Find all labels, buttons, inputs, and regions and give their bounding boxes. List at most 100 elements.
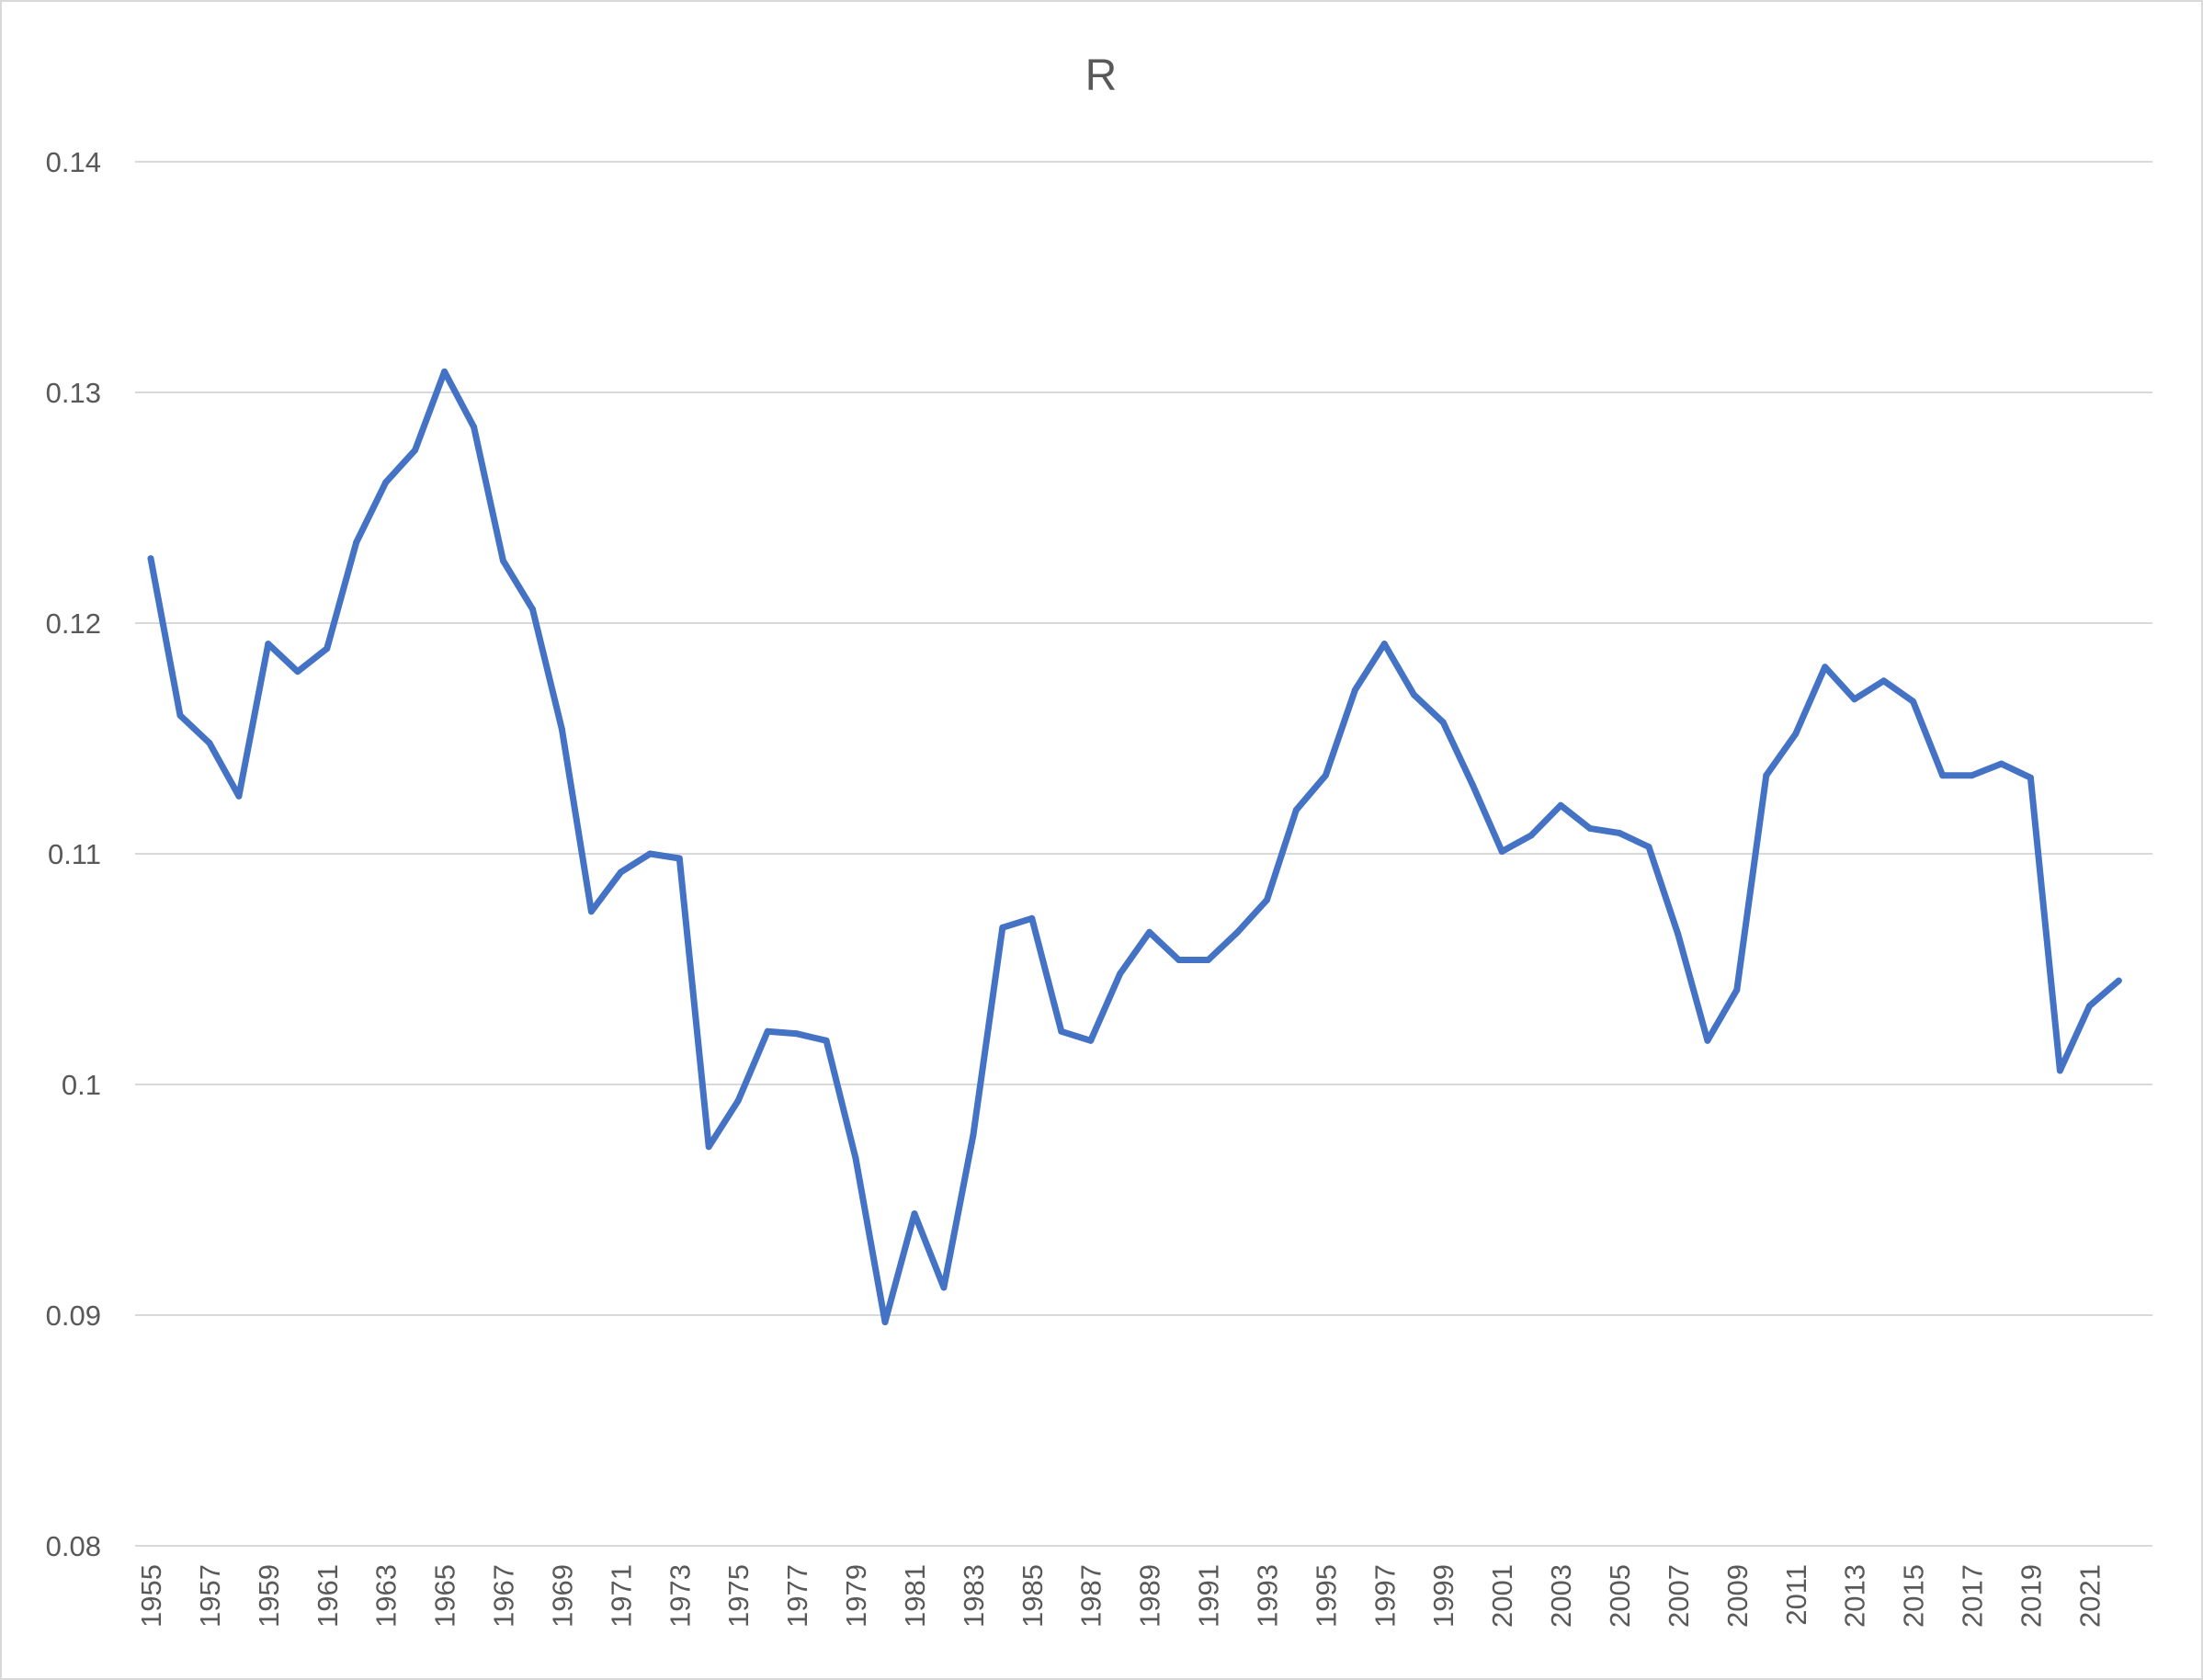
- series-line: [147, 368, 2122, 1325]
- x-tick-label: 1983: [958, 1564, 990, 1628]
- data-point: [823, 1037, 830, 1044]
- x-tick-label: 1963: [370, 1564, 403, 1628]
- x-tick-label: 1959: [253, 1564, 285, 1628]
- x-axis-tick-labels: 1955 1957 1959 1961 1963 1965 1967 1969 1971 1973…: [135, 1564, 2106, 1628]
- data-point: [1292, 806, 1300, 813]
- data-point: [1616, 829, 1623, 836]
- data-point: [646, 850, 653, 857]
- data-point: [1939, 772, 1947, 779]
- data-point: [1439, 719, 1447, 726]
- data-point: [1969, 772, 1975, 779]
- x-tick-label: 1985: [1016, 1564, 1049, 1628]
- x-tick-label: 1981: [899, 1564, 931, 1628]
- data-point: [529, 606, 536, 613]
- x-tick-label: 2007: [1663, 1564, 1695, 1628]
- data-point: [324, 645, 331, 653]
- data-point: [1117, 971, 1124, 977]
- x-tick-label: 2021: [2073, 1564, 2106, 1628]
- data-point: [1645, 844, 1652, 850]
- x-tick-label: 2013: [1839, 1564, 1871, 1628]
- y-tick-label: 0.09: [46, 1300, 101, 1332]
- data-point: [1675, 931, 1682, 938]
- data-point: [1380, 641, 1388, 648]
- data-point: [705, 1143, 712, 1151]
- data-point: [558, 726, 565, 732]
- x-tick-label: 1989: [1134, 1564, 1166, 1628]
- data-point: [235, 792, 243, 800]
- data-point: [1234, 928, 1241, 936]
- x-tick-label: 1955: [135, 1564, 167, 1628]
- data-point: [353, 539, 360, 546]
- data-point: [617, 868, 624, 876]
- data-point: [294, 668, 301, 675]
- x-tick-label: 2015: [1898, 1564, 1930, 1628]
- data-point: [1351, 687, 1358, 694]
- data-point: [1733, 986, 1741, 993]
- data-point: [1205, 957, 1212, 963]
- series-layer: [147, 368, 2122, 1325]
- x-tick-label: 1987: [1075, 1564, 1107, 1628]
- data-point: [587, 908, 595, 915]
- x-tick-label: 2019: [2015, 1564, 2047, 1628]
- data-point: [471, 424, 478, 431]
- x-tick-label: 1999: [1427, 1564, 1459, 1628]
- chart-title: R: [1085, 51, 1118, 100]
- data-point: [999, 924, 1006, 931]
- data-point: [676, 855, 683, 862]
- x-tick-label: 1967: [488, 1564, 520, 1628]
- data-point: [852, 1154, 859, 1162]
- data-point: [734, 1097, 742, 1105]
- x-tick-label: 1975: [722, 1564, 755, 1628]
- y-tick-label: 0.14: [46, 146, 101, 178]
- data-point: [911, 1210, 918, 1218]
- data-point: [1322, 772, 1329, 779]
- data-point: [1792, 731, 1800, 737]
- data-point: [1028, 914, 1036, 922]
- data-point: [1763, 772, 1770, 779]
- data-point: [382, 479, 390, 486]
- x-tick-label: 1973: [664, 1564, 696, 1628]
- x-tick-label: 1961: [312, 1564, 344, 1628]
- data-point: [1998, 760, 2004, 767]
- gridlines: [135, 161, 2152, 1547]
- x-tick-label: 1995: [1310, 1564, 1342, 1628]
- data-point: [2115, 977, 2122, 984]
- data-point: [265, 641, 272, 648]
- data-point: [441, 368, 449, 375]
- data-point: [1557, 801, 1564, 809]
- x-tick-label: 2009: [1721, 1564, 1754, 1628]
- data-point: [970, 1131, 977, 1139]
- data-point: [176, 711, 184, 719]
- data-point: [1822, 664, 1829, 671]
- data-point: [1851, 696, 1858, 703]
- x-tick-label: 2017: [1957, 1564, 1989, 1628]
- y-tick-label: 0.1: [62, 1069, 101, 1101]
- data-point: [1410, 691, 1417, 698]
- x-tick-label: 2011: [1780, 1564, 1812, 1626]
- data-point: [1058, 1027, 1065, 1035]
- data-point: [147, 555, 154, 562]
- y-tick-label: 0.08: [46, 1530, 101, 1562]
- x-tick-label: 1971: [605, 1564, 637, 1628]
- x-tick-label: 1993: [1251, 1564, 1283, 1628]
- data-point: [1264, 896, 1270, 903]
- data-point: [500, 557, 506, 564]
- data-point: [793, 1030, 801, 1038]
- x-tick-label: 2003: [1545, 1564, 1577, 1628]
- data-point: [764, 1027, 771, 1035]
- x-tick-label: 1997: [1368, 1564, 1401, 1628]
- data-point: [412, 447, 419, 454]
- data-point: [1527, 832, 1535, 839]
- y-axis-tick-labels: 0.08 0.09 0.1 0.11 0.12 0.13 0.14: [46, 146, 101, 1562]
- data-point: [881, 1319, 889, 1325]
- data-point: [1910, 698, 1917, 705]
- data-point: [1880, 677, 1888, 685]
- x-tick-label: 1979: [840, 1564, 872, 1628]
- x-tick-label: 1969: [546, 1564, 578, 1628]
- y-tick-label: 0.12: [46, 607, 101, 640]
- x-tick-label: 1965: [429, 1564, 461, 1628]
- data-point: [2027, 774, 2034, 781]
- data-point: [1469, 781, 1476, 789]
